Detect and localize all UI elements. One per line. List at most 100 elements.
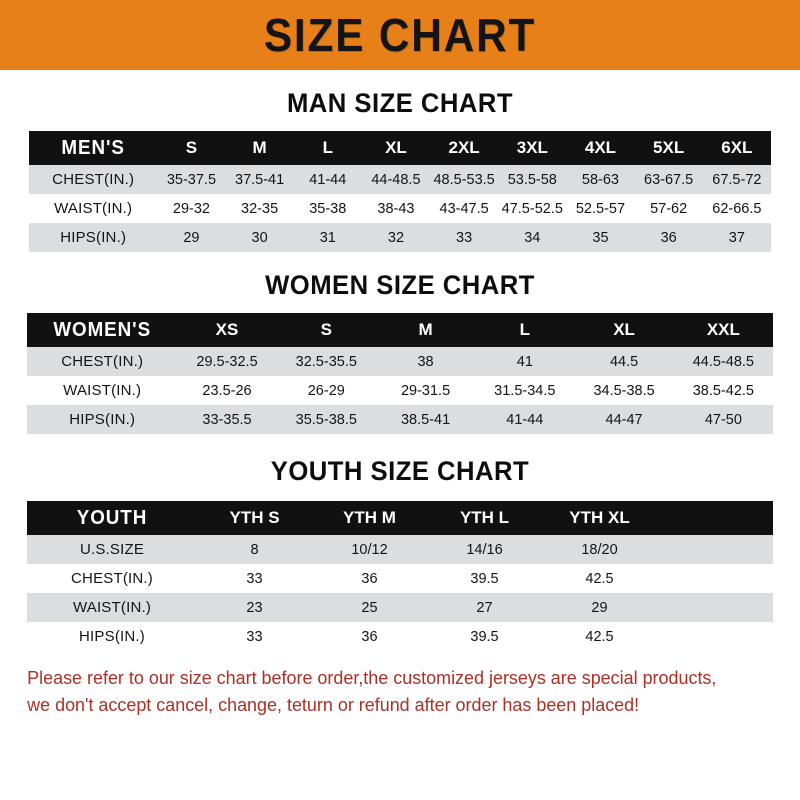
women-waist-m: 29-31.5 <box>400 382 451 399</box>
youth-ussize-xl: 18/20 <box>581 541 618 558</box>
youth-header-row: YOUTH YTH S YTH M YTH L YTH XL <box>27 501 773 535</box>
youth-waist-xl: 29 <box>591 599 608 616</box>
man-waist-4xl: 52.5-57 <box>575 200 626 217</box>
page-banner: SIZE CHART <box>0 0 800 70</box>
man-size-header-3xl: 3XL <box>516 138 548 157</box>
youth-waist-s: 23 <box>246 599 263 616</box>
man-chest-s: 35-37.5 <box>166 171 217 188</box>
women-size-header-l: L <box>519 320 531 339</box>
man-corner-label: MEN'S <box>61 136 125 159</box>
man-chest-xl: 44-48.5 <box>371 171 421 188</box>
man-size-header-6xl: 6XL <box>721 138 753 157</box>
man-waist-l: 35-38 <box>309 200 347 217</box>
women-header-row: WOMEN'S XS S M L XL XXL <box>27 313 773 347</box>
man-chest-6xl: 67.5-72 <box>712 171 762 188</box>
women-hips-xxl: 47-50 <box>704 411 742 428</box>
women-hips-s: 35.5-38.5 <box>295 411 357 428</box>
women-chest-xxl: 44.5-48.5 <box>692 353 754 370</box>
youth-row-label-ussize: U.S.SIZE <box>79 541 145 558</box>
women-hips-m: 38.5-41 <box>400 411 451 428</box>
order-policy-notice: Please refer to our size chart before or… <box>0 665 776 719</box>
youth-hips-m: 36 <box>361 628 378 645</box>
youth-section-title: YOUTH SIZE CHART <box>270 456 530 486</box>
women-section-title: WOMEN SIZE CHART <box>265 270 535 300</box>
women-chest-l: 41 <box>516 353 533 370</box>
youth-size-header-xl: YTH XL <box>569 508 630 527</box>
women-hips-l: 41-44 <box>506 411 544 428</box>
table-row: HIPS(IN.) 33 36 39.5 42.5 <box>27 622 773 651</box>
page-title: SIZE CHART <box>263 9 537 61</box>
youth-ussize-spacer <box>657 535 773 564</box>
man-hips-3xl: 34 <box>524 229 541 246</box>
man-chest-2xl: 48.5-53.5 <box>433 171 495 188</box>
notice-line-2: we don't accept cancel, change, teturn o… <box>27 693 640 715</box>
man-size-header-2xl: 2XL <box>448 138 480 157</box>
man-chart-wrap: MEN'S S M L XL 2XL 3XL 4XL 5XL 6XL CHEST… <box>0 131 800 252</box>
man-size-header-5xl: 5XL <box>653 138 685 157</box>
man-hips-s: 29 <box>183 229 200 246</box>
youth-corner-label: YOUTH <box>76 506 148 529</box>
youth-size-table: YOUTH YTH S YTH M YTH L YTH XL U.S.SIZE … <box>27 501 773 651</box>
table-row: HIPS(IN.) 29 30 31 32 33 34 35 36 37 <box>29 223 771 252</box>
women-hips-xl: 44-47 <box>605 411 643 428</box>
youth-row-label-hips: HIPS(IN.) <box>79 628 145 645</box>
youth-hips-l: 39.5 <box>470 628 499 645</box>
youth-size-header-s: YTH S <box>229 508 280 527</box>
women-row-label-hips: HIPS(IN.) <box>69 411 136 428</box>
table-row: CHEST(IN.) 35-37.5 37.5-41 41-44 44-48.5… <box>29 165 771 194</box>
youth-hips-s: 33 <box>246 628 263 645</box>
women-size-header-s: S <box>320 320 332 339</box>
youth-waist-l: 27 <box>476 599 493 616</box>
man-waist-2xl: 43-47.5 <box>439 200 489 217</box>
man-hips-m: 30 <box>251 229 268 246</box>
man-waist-5xl: 57-62 <box>650 200 688 217</box>
youth-waist-spacer <box>657 593 773 622</box>
table-row: WAIST(IN.) 23.5-26 26-29 29-31.5 31.5-34… <box>27 376 773 405</box>
women-hips-xs: 33-35.5 <box>202 411 252 428</box>
women-size-table: WOMEN'S XS S M L XL XXL CHEST(IN.) 29.5-… <box>27 313 773 434</box>
man-waist-m: 32-35 <box>241 200 279 217</box>
man-hips-xl: 32 <box>387 229 405 246</box>
notice-line-1: Please refer to our size chart before or… <box>27 667 717 688</box>
man-size-header-4xl: 4XL <box>584 138 617 157</box>
youth-chest-spacer <box>657 564 773 593</box>
women-waist-s: 26-29 <box>307 382 345 399</box>
women-size-header-m: M <box>418 320 433 339</box>
women-chart-wrap: WOMEN'S XS S M L XL XXL CHEST(IN.) 29.5-… <box>0 313 800 434</box>
women-chest-m: 38 <box>417 353 434 370</box>
man-waist-xl: 38-43 <box>377 200 415 217</box>
man-hips-l: 31 <box>319 229 336 246</box>
women-waist-l: 31.5-34.5 <box>494 382 556 399</box>
youth-row-label-chest: CHEST(IN.) <box>71 570 153 587</box>
youth-chest-xl: 42.5 <box>585 570 614 587</box>
women-waist-xl: 34.5-38.5 <box>593 382 655 399</box>
table-row: WAIST(IN.) 29-32 32-35 35-38 38-43 43-47… <box>29 194 771 223</box>
man-size-table: MEN'S S M L XL 2XL 3XL 4XL 5XL 6XL CHEST… <box>29 131 771 252</box>
man-section-title: MAN SIZE CHART <box>286 88 514 118</box>
man-waist-3xl: 47.5-52.5 <box>501 200 563 217</box>
man-chest-4xl: 58-63 <box>581 171 619 188</box>
youth-chest-s: 33 <box>246 570 263 587</box>
women-chest-xl: 44.5 <box>609 353 639 370</box>
man-chest-5xl: 63-67.5 <box>644 171 694 188</box>
man-size-header-xl: XL <box>385 138 407 157</box>
women-size-header-xs: XS <box>215 320 239 339</box>
youth-size-header-m: YTH M <box>343 508 396 527</box>
youth-header-spacer <box>657 501 773 535</box>
man-chest-3xl: 53.5-58 <box>507 171 557 188</box>
youth-size-header-l: YTH L <box>459 508 510 527</box>
man-row-label-chest: CHEST(IN.) <box>52 171 135 188</box>
man-row-label-hips: HIPS(IN.) <box>60 229 127 246</box>
women-chest-s: 32.5-35.5 <box>295 353 357 370</box>
table-row: HIPS(IN.) 33-35.5 35.5-38.5 38.5-41 41-4… <box>27 405 773 434</box>
youth-chest-l: 39.5 <box>470 570 499 587</box>
women-chest-xs: 29.5-32.5 <box>196 353 258 370</box>
table-row: WAIST(IN.) 23 25 27 29 <box>27 593 773 622</box>
women-size-header-xl: XL <box>613 320 635 339</box>
women-size-header-xxl: XXL <box>706 320 740 339</box>
youth-row-label-waist: WAIST(IN.) <box>72 599 152 616</box>
man-size-header-m: M <box>252 138 267 157</box>
women-waist-xs: 23.5-26 <box>202 382 252 399</box>
man-hips-2xl: 33 <box>456 229 473 246</box>
